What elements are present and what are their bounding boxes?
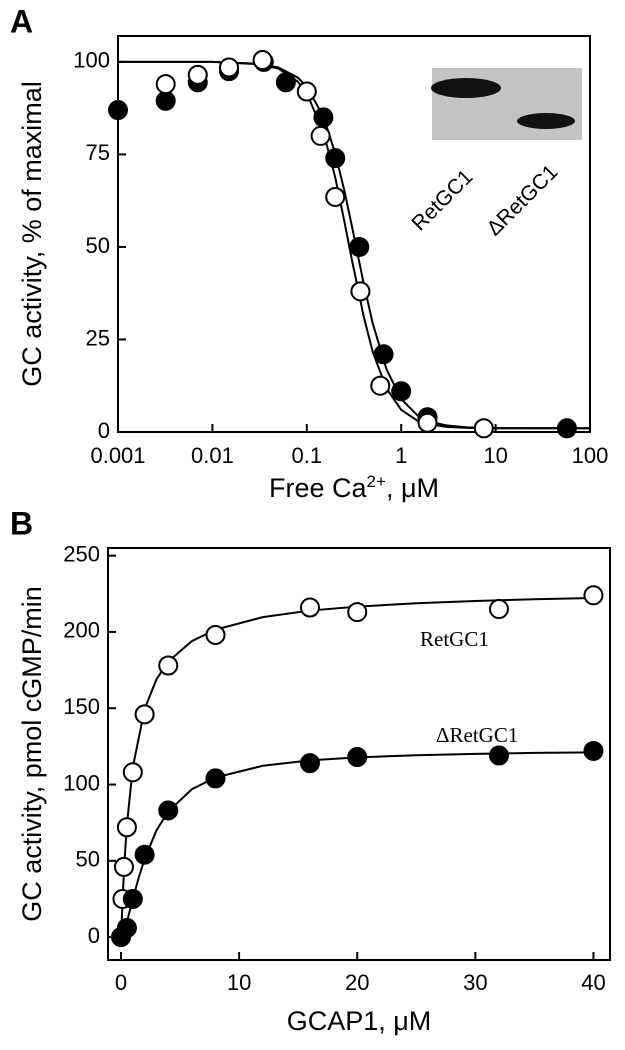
open-point: [116, 817, 137, 838]
filled-point: [108, 100, 128, 121]
y-tick-label: 50: [76, 847, 100, 872]
open-point: [187, 64, 208, 85]
x-axis-label-part: Free Ca: [269, 473, 368, 503]
filled-point: [488, 745, 509, 766]
open-point: [252, 50, 273, 71]
x-tick-label: 0.01: [191, 443, 234, 468]
filled-point: [275, 72, 296, 93]
y-tick-label: 150: [63, 694, 100, 719]
open-point: [158, 655, 179, 676]
x-tick-label: 30: [463, 970, 487, 995]
filled-point: [391, 381, 412, 402]
open-point: [488, 599, 509, 620]
y-tick-label: 100: [63, 770, 100, 795]
x-axis-label-part: GCAP1, μM: [287, 1006, 432, 1036]
series-label: RetGC1: [420, 627, 489, 651]
filled-point: [158, 800, 179, 821]
gel-band: [431, 78, 501, 98]
open-point: [583, 585, 604, 606]
x-tick-label: 0: [115, 970, 127, 995]
open-point: [473, 418, 494, 439]
filled-point: [205, 768, 226, 789]
y-tick-label: 200: [63, 618, 100, 643]
fit-curve: [120, 751, 594, 938]
open-point: [134, 704, 155, 725]
open-point: [219, 57, 240, 78]
x-axis-label-part: 2+: [367, 472, 386, 491]
filled-point: [116, 917, 137, 938]
filled-point: [349, 236, 370, 257]
x-tick-label: 10: [227, 970, 251, 995]
open-point: [299, 597, 320, 618]
x-tick-label: 0.1: [292, 443, 323, 468]
panel-label: B: [10, 505, 33, 541]
y-tick-label: 100: [73, 48, 110, 73]
filled-point: [556, 418, 577, 439]
y-tick-label: 75: [86, 140, 110, 165]
x-axis-label: GCAP1, μM: [287, 1006, 432, 1036]
filled-point: [155, 90, 176, 111]
filled-point: [299, 753, 320, 774]
open-point: [155, 74, 176, 95]
y-tick-label: 250: [63, 541, 100, 566]
open-point: [113, 856, 134, 877]
x-axis-label-part: , μM: [386, 473, 439, 503]
x-tick-label: 10: [483, 443, 507, 468]
x-tick-label: 40: [581, 970, 605, 995]
open-point: [296, 81, 317, 102]
open-point: [205, 624, 226, 645]
open-point: [370, 375, 391, 396]
filled-point: [347, 747, 368, 768]
annotation: RetGC1: [407, 165, 477, 235]
filled-point: [583, 740, 604, 761]
panel-label: A: [10, 3, 33, 39]
y-tick-label: 50: [86, 233, 110, 258]
open-point: [347, 602, 368, 623]
open-point: [325, 186, 346, 207]
open-point: [310, 125, 331, 146]
y-axis-label: GC activity, % of maximal: [17, 81, 47, 387]
plot-frame: [107, 547, 611, 961]
filled-point: [373, 344, 394, 365]
fit-curve: [119, 597, 594, 938]
open-point: [417, 412, 438, 433]
filled-point: [134, 844, 155, 865]
filled-point: [313, 107, 334, 128]
filled-point: [325, 148, 346, 169]
y-tick-label: 0: [88, 923, 100, 948]
filled-point: [122, 888, 143, 909]
gel-inset: [431, 68, 582, 140]
gel-band: [517, 113, 575, 129]
y-tick-label: 0: [98, 418, 110, 443]
y-axis-label: GC activity, pmol cGMP/min: [17, 586, 47, 922]
series-label: ΔRetGC1: [436, 723, 518, 747]
open-point: [122, 762, 143, 783]
x-tick-label: 0.001: [90, 443, 145, 468]
x-axis-label: Free Ca2+, μM: [269, 472, 439, 503]
x-tick-label: 100: [572, 443, 609, 468]
x-tick-label: 1: [395, 443, 407, 468]
open-point: [350, 281, 371, 302]
y-tick-label: 25: [86, 325, 110, 350]
x-tick-label: 20: [345, 970, 369, 995]
plot-frame: [117, 35, 591, 433]
annotation: ΔRetGC1: [482, 160, 562, 240]
